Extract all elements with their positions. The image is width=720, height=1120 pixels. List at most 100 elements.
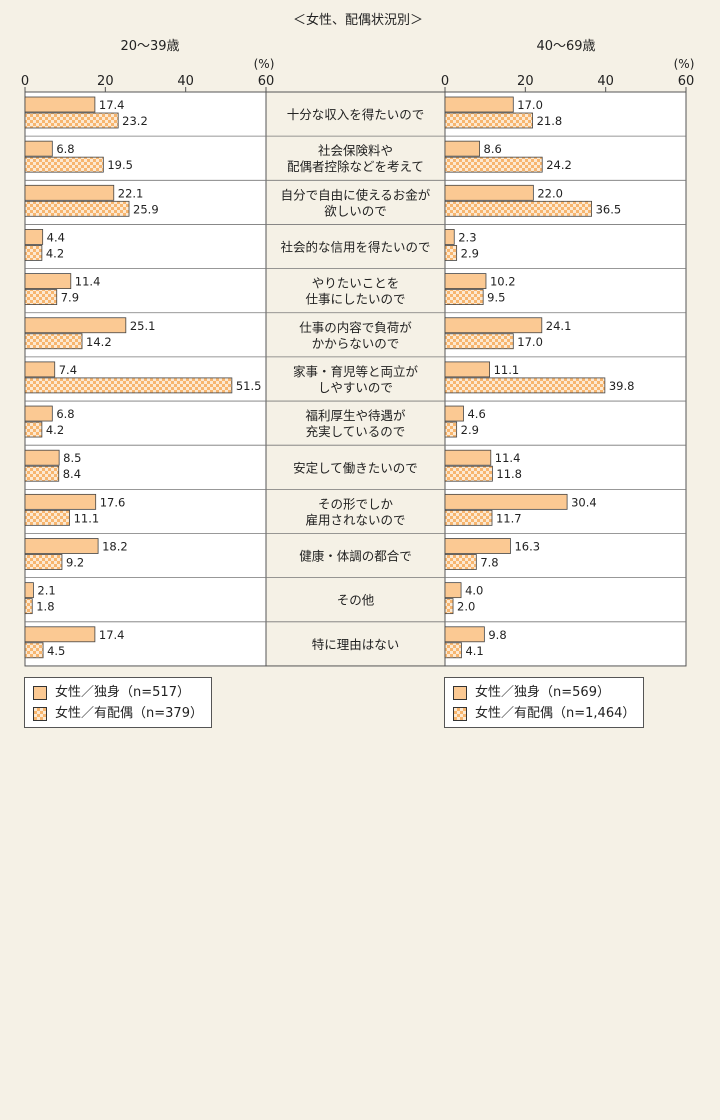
- legend-label-single: 女性／独身: [55, 685, 121, 700]
- value-label: 9.8: [488, 628, 506, 642]
- value-label: 17.6: [100, 495, 126, 509]
- bar-married: [444, 289, 484, 306]
- legend-right: 女性／独身 （n=569） 女性／有配偶 （n=1,464）: [444, 677, 645, 728]
- value-label: 21.8: [537, 114, 563, 128]
- value-label: 22.0: [537, 186, 563, 200]
- bar-single: [444, 229, 455, 245]
- bar-single: [24, 493, 97, 510]
- value-label: 17.0: [517, 335, 543, 349]
- bar-single: [24, 184, 115, 201]
- bar-married: [24, 112, 119, 129]
- value-label: 9.5: [487, 291, 505, 305]
- value-label: 11.7: [496, 511, 522, 525]
- value-label: 1.8: [36, 600, 54, 614]
- legend-n-married: （n=1,464）: [553, 706, 636, 721]
- legend-swatch-single: [453, 685, 467, 700]
- value-label: 17.4: [99, 628, 125, 642]
- bar-married: [444, 112, 533, 129]
- bar-single: [24, 538, 99, 554]
- value-label: 25.9: [133, 202, 159, 216]
- category-label: 仕事にしたいので: [305, 292, 405, 307]
- bar-married: [444, 200, 593, 217]
- category-label: 自分で自由に使えるお金が: [281, 187, 431, 202]
- bar-single: [24, 273, 72, 290]
- category-label: 雇用されないので: [305, 512, 405, 527]
- value-label: 7.9: [61, 291, 79, 305]
- value-label: 30.4: [571, 495, 597, 509]
- legend-left: 女性／独身 （n=517） 女性／有配偶 （n=379）: [24, 677, 212, 728]
- bar-married: [444, 598, 454, 615]
- value-label: 7.8: [480, 556, 498, 570]
- bar-married: [24, 465, 60, 482]
- category-column: [265, 91, 446, 667]
- bar-single: [24, 96, 96, 113]
- value-label: 36.5: [596, 202, 622, 216]
- value-label: 11.1: [494, 363, 520, 377]
- value-label: 17.0: [517, 98, 543, 112]
- legend-swatch-married: [33, 706, 47, 721]
- legend-swatch-married: [453, 706, 467, 721]
- category-label: 家事・育児等と両立が: [293, 364, 419, 379]
- value-label: 2.9: [461, 246, 479, 260]
- legend-label-single: 女性／独身: [475, 685, 541, 700]
- bar-single: [444, 96, 514, 113]
- value-label: 8.4: [63, 467, 81, 481]
- category-label: その形でしか: [318, 496, 394, 511]
- value-label: 8.5: [63, 451, 81, 465]
- axis-tick-label: 20: [97, 74, 114, 89]
- value-label: 4.2: [46, 246, 64, 260]
- value-label: 11.8: [496, 467, 522, 481]
- bar-single: [24, 405, 53, 422]
- bar-single: [24, 317, 127, 334]
- legend-n-single: （n=569）: [540, 685, 610, 700]
- category-label: しやすいので: [318, 380, 393, 395]
- age-group-label: 40～69歳: [536, 39, 595, 54]
- age-group-label: 20～39歳: [120, 39, 179, 54]
- value-label: 4.4: [47, 230, 65, 244]
- value-label: 4.1: [465, 644, 483, 658]
- value-label: 4.6: [467, 407, 485, 421]
- bar-single: [24, 626, 96, 643]
- value-label: 51.5: [236, 379, 262, 393]
- bar-married: [444, 333, 514, 350]
- axis-tick-label: 40: [597, 74, 614, 89]
- axis-tick-label: 20: [517, 74, 534, 89]
- value-label: 23.2: [122, 114, 148, 128]
- bar-single: [24, 140, 53, 157]
- value-label: 4.0: [465, 584, 483, 598]
- legend-label-married: 女性／有配偶: [55, 706, 134, 721]
- value-label: 17.4: [99, 98, 125, 112]
- value-label: 25.1: [130, 319, 156, 333]
- category-label: 安定して働きたいので: [293, 460, 418, 475]
- value-label: 16.3: [514, 540, 540, 554]
- bar-single: [444, 140, 480, 157]
- category-label: 健康・体調の都合で: [299, 549, 412, 564]
- legend-item-single: 女性／独身 （n=569）: [453, 682, 635, 703]
- category-label: 社会保険料や: [318, 143, 393, 158]
- legend-swatch-single: [33, 685, 47, 700]
- axis-tick-label: 40: [177, 74, 194, 89]
- bar-married: [24, 289, 58, 306]
- bar-married: [24, 509, 70, 526]
- bar-single: [444, 449, 492, 466]
- value-label: 8.6: [484, 142, 502, 156]
- bar-married: [24, 333, 83, 350]
- value-label: 18.2: [102, 540, 128, 554]
- legend-n-married: （n=379）: [133, 706, 203, 721]
- bar-single: [24, 449, 60, 466]
- category-label: その他: [337, 593, 375, 608]
- bar-single: [24, 582, 34, 599]
- axis-tick-label: 60: [678, 74, 695, 89]
- value-label: 2.9: [461, 423, 479, 437]
- value-label: 22.1: [118, 186, 144, 200]
- value-label: 14.2: [86, 335, 112, 349]
- axis-tick-label: 0: [21, 74, 29, 89]
- value-label: 9.2: [66, 556, 84, 570]
- bar-married: [444, 642, 462, 659]
- bar-single: [444, 317, 543, 334]
- axis-tick-label: 60: [258, 74, 275, 89]
- unit-label: (%): [254, 57, 275, 71]
- chart-title: ＜女性、配偶状況別＞: [293, 12, 423, 28]
- legend-label-married: 女性／有配偶: [475, 706, 554, 721]
- value-label: 4.2: [46, 423, 64, 437]
